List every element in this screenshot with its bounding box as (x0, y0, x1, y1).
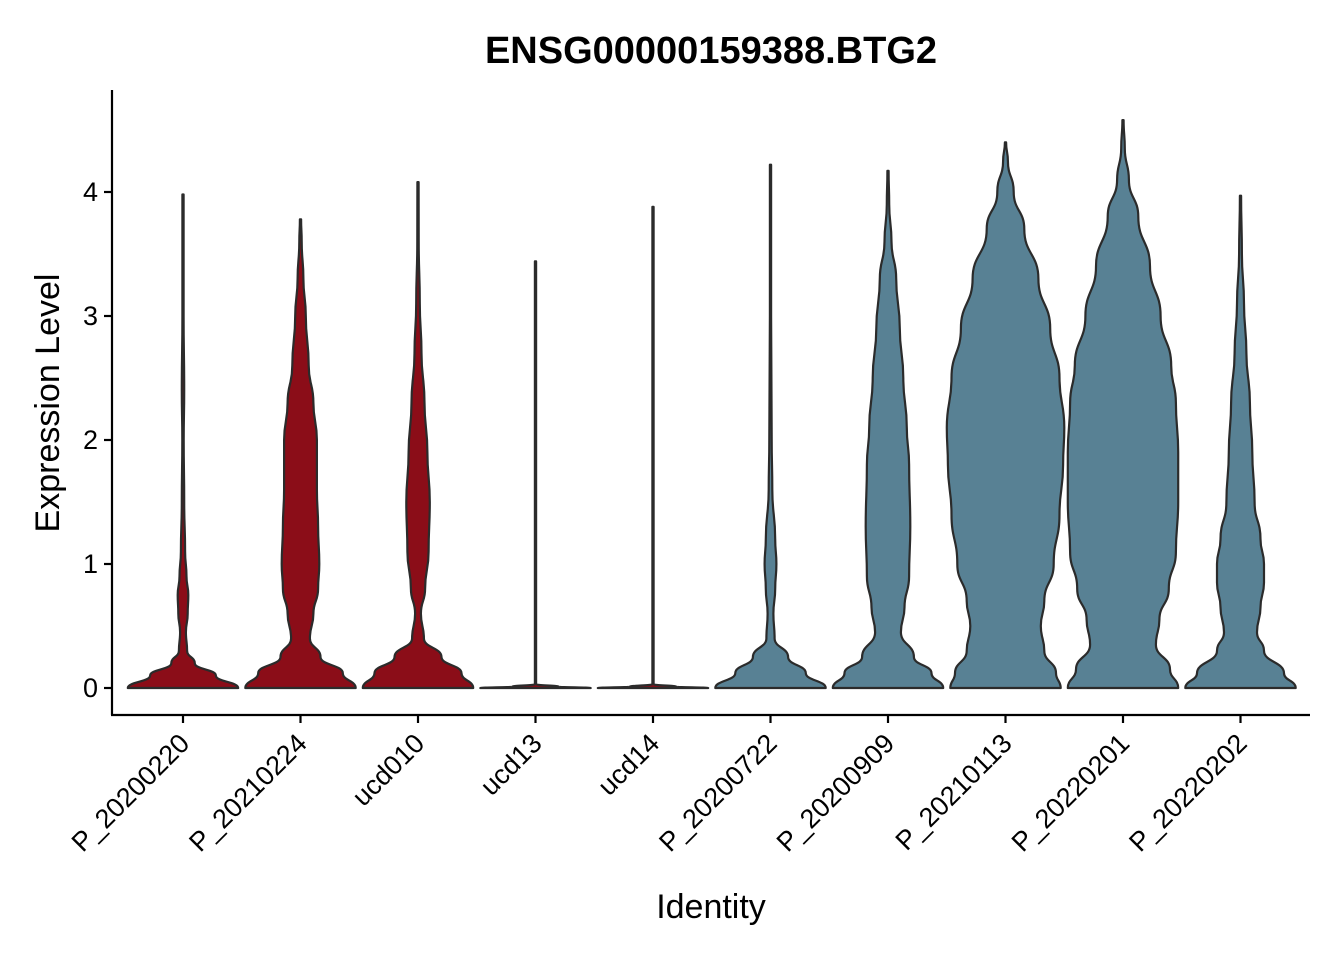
y-tick-label: 0 (83, 673, 98, 703)
violin-P_20210113 (945, 141, 1066, 690)
violins-group (126, 119, 1297, 690)
x-tick-label: P_20220202 (1123, 728, 1253, 858)
violin-P_20200220 (126, 193, 240, 690)
x-tick-label: P_20200220 (66, 728, 196, 858)
violin-ucd13 (479, 260, 592, 690)
violin-ucd010 (361, 181, 475, 690)
x-tick-label: ucd14 (592, 728, 665, 801)
x-tick-label: P_20220201 (1006, 728, 1136, 858)
x-tick-label: ucd13 (475, 728, 548, 801)
violin-P_20220202 (1184, 194, 1297, 690)
violin-P_20200909 (831, 169, 945, 690)
x-tick-label: P_20210224 (183, 728, 313, 858)
y-axis-ticks: 0 1 2 3 4 (83, 177, 112, 703)
x-tick-label: ucd010 (346, 728, 430, 812)
y-tick-label: 2 (83, 425, 98, 455)
chart-title: ENSG00000159388.BTG2 (485, 30, 937, 72)
violin-P_20220201 (1066, 119, 1180, 690)
violin-ucd14 (596, 205, 710, 690)
y-axis-label: Expression Level (29, 274, 67, 533)
x-tick-label: P_20210113 (890, 728, 1018, 856)
violin-P_20200722 (714, 163, 827, 690)
y-tick-label: 4 (83, 177, 98, 207)
y-tick-label: 1 (83, 549, 98, 579)
violin-P_20210224 (244, 218, 357, 690)
x-tick-label: P_20200722 (653, 728, 783, 858)
y-tick-label: 3 (83, 301, 98, 331)
x-axis-label: Identity (656, 888, 766, 926)
x-tick-label: P_20200909 (771, 728, 901, 858)
